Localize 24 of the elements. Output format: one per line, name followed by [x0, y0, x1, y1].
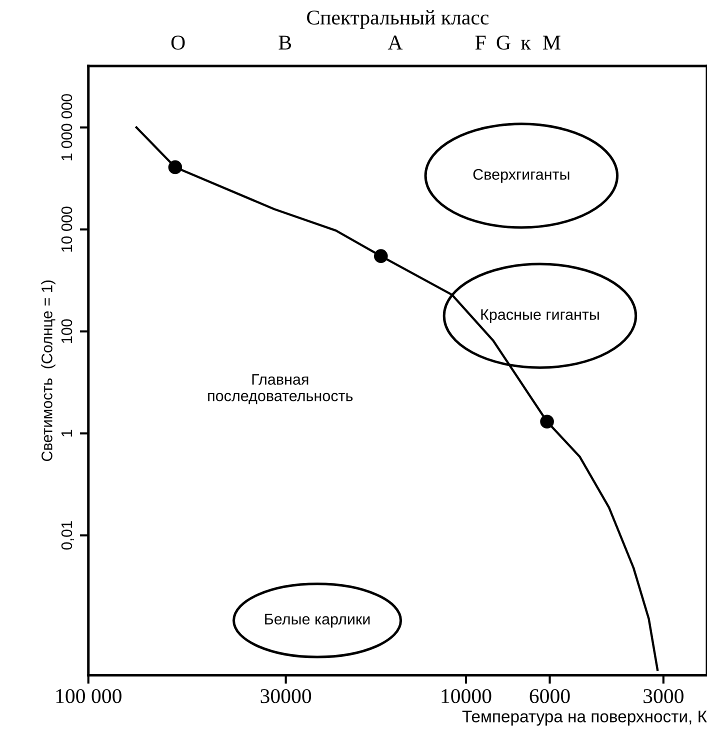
annotation: Главная последовательность — [208, 374, 353, 404]
text: M — [543, 36, 560, 50]
text: G — [496, 36, 510, 50]
y-tick-label: 0,01 — [61, 521, 74, 550]
x-axis-title: Температура на поверхности, К — [462, 710, 707, 726]
annotation: Сверхгиганты — [473, 169, 570, 183]
x-tick-label: 6000 — [530, 689, 570, 704]
text: F — [475, 36, 486, 50]
text: O — [171, 36, 185, 50]
annotation: Белые карлики — [265, 614, 370, 628]
x2-axis-title: Спектральный класс — [307, 10, 489, 29]
x-tick-label: 100 000 — [56, 689, 122, 704]
text: B — [278, 36, 292, 50]
x-tick-label: 10000 — [442, 689, 492, 704]
y-tick-label: 1 000 000 — [61, 94, 72, 160]
annotation: Красные гиганты — [481, 309, 599, 323]
text: к — [521, 40, 531, 50]
y-axis-title: Светимость (Солнце = 1) — [41, 280, 56, 462]
x-tick-label: 30000 — [260, 689, 312, 704]
text: A — [388, 36, 403, 50]
y-tick-label: 100 — [61, 319, 72, 343]
x-tick-label: 3000 — [644, 689, 684, 704]
y-tick-label: 1 — [62, 430, 72, 436]
y-tick-label: 10 000 — [61, 206, 72, 252]
